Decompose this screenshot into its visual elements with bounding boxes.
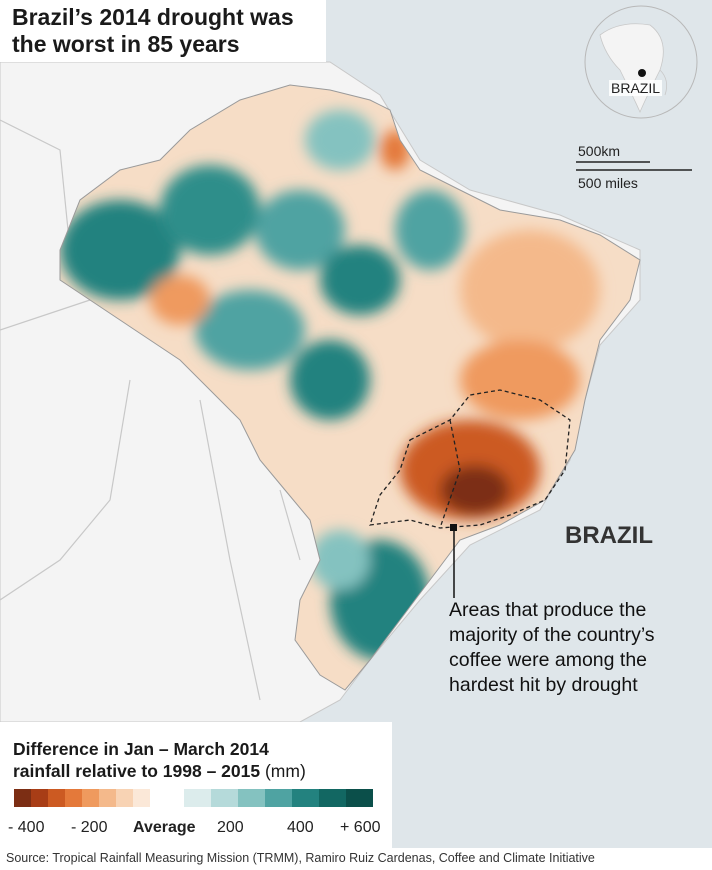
- legend-swatch: [238, 789, 265, 807]
- legend-title-text: rainfall relative to 1998 – 2015: [13, 761, 261, 781]
- coffee-annotation: Areas that produce the majority of the c…: [449, 598, 709, 698]
- scale-label-miles: 500 miles: [578, 175, 638, 191]
- legend-title-line-2: rainfall relative to 1998 – 2015 (mm): [13, 761, 306, 782]
- title-box: Brazil’s 2014 drought was the worst in 8…: [0, 0, 326, 62]
- legend-swatch: [265, 789, 292, 807]
- legend-swatch: [116, 789, 133, 807]
- location-marker-icon: [450, 524, 457, 531]
- source-bar: Source: Tropical Rainfall Measuring Miss…: [0, 848, 712, 870]
- source-text: Source: Tropical Rainfall Measuring Miss…: [6, 851, 595, 865]
- locator-label: BRAZIL: [609, 80, 663, 96]
- legend-swatch: [14, 789, 31, 807]
- brazil-outline: [59, 84, 641, 691]
- brazil-location-dot: [638, 69, 646, 77]
- legend-swatch: [48, 789, 65, 807]
- legend-tick-200: 200: [217, 819, 244, 836]
- annotation-line: majority of the country’s: [449, 624, 655, 646]
- legend-unit: (mm): [264, 761, 306, 781]
- title-line-2: the worst in 85 years: [12, 31, 240, 57]
- legend-swatch: [319, 789, 346, 807]
- legend-swatch: [184, 789, 211, 807]
- legend-tick-average: Average: [133, 819, 196, 836]
- legend-swatch: [99, 789, 116, 807]
- legend-tick-600: + 600: [340, 819, 381, 836]
- title-line-1: Brazil’s 2014 drought was: [12, 4, 294, 30]
- coffee-region-borders: [369, 389, 571, 529]
- legend-swatch: [31, 789, 48, 807]
- annotation-line: coffee were among the: [449, 649, 648, 671]
- scale-label-km: 500km: [578, 143, 621, 159]
- legend-swatch: [211, 789, 238, 807]
- legend-tick-400: 400: [287, 819, 314, 836]
- legend-title-line-1: Difference in Jan – March 2014: [13, 739, 269, 759]
- legend: [0, 722, 392, 848]
- legend-swatch: [292, 789, 319, 807]
- locator-inset: [568, 0, 712, 200]
- neighbour-borders: [0, 119, 301, 701]
- annotation-line: Areas that produce the: [449, 599, 647, 621]
- legend-swatch: [65, 789, 82, 807]
- legend-swatch: [82, 789, 99, 807]
- annotation-line: hardest hit by drought: [449, 674, 638, 696]
- country-label: BRAZIL: [565, 522, 653, 549]
- legend-swatch: [133, 789, 150, 807]
- legend-swatch: [346, 789, 373, 807]
- legend-tick-neg200: - 200: [71, 819, 108, 836]
- legend-color-scale: [14, 789, 373, 807]
- legend-tick-neg400: - 400: [8, 819, 45, 836]
